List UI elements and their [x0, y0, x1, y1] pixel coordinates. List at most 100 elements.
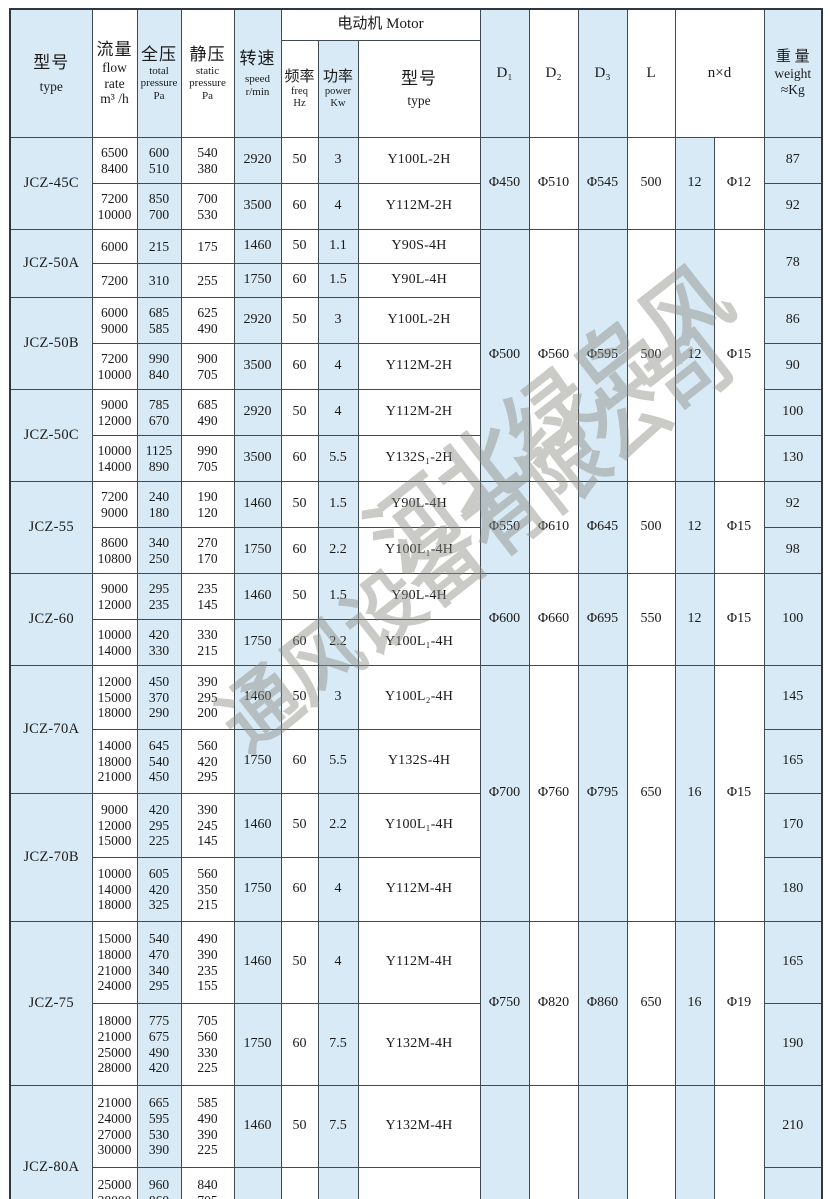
cell-freq: 60 — [280, 1003, 319, 1086]
header-l: L — [626, 8, 676, 138]
cell-power: 2.2 — [317, 619, 359, 666]
cell-d: Φ15 — [713, 573, 765, 666]
header-freq-cn: 频率 — [284, 68, 315, 85]
table-header: 型号 type 流量 flow rate m³ /h 全压 total pres… — [9, 8, 823, 138]
cell-freq: 60 — [280, 527, 319, 574]
cell-weight: 165 — [763, 729, 823, 794]
cell-flow: 10000 14000 — [91, 435, 138, 482]
cell-motor-type: Y132S-4H — [357, 729, 481, 794]
cell-freq: 60 — [280, 857, 319, 922]
cell-motor-type: Y100L-2H — [357, 297, 481, 344]
cell-flow: 10000 14000 — [91, 619, 138, 666]
header-total-en2: pressure — [140, 77, 178, 90]
cell-static-pressure: 560 420 295 — [180, 729, 235, 794]
cell-power: 4 — [317, 343, 359, 390]
cell-n: 12 — [674, 137, 715, 230]
cell-motor-type: Y100L₂-4H — [357, 665, 481, 730]
cell-speed: 3500 — [233, 435, 282, 482]
table-row: 10000 14000 420 330 330 215 1750 60 2.2 Y100L₁… — [10, 619, 822, 666]
table-row: 18000 21000 25000 28000 775 675 490 420 70… — [10, 1003, 823, 1086]
cell-motor-type: Y132M-4H — [357, 1085, 481, 1168]
cell-flow: 6000 — [91, 229, 138, 264]
cell-d3: Φ595 — [577, 229, 628, 482]
cell-d1: Φ750 — [479, 921, 530, 1086]
cell-power: 3 — [317, 665, 359, 730]
header-motor-group: 电动机 Motor — [280, 8, 481, 41]
cell-n: 12 — [674, 573, 715, 666]
cell-speed: 2920 — [233, 389, 282, 436]
header-d2: D₂ — [528, 8, 579, 138]
header-motor-cn: 电动机 — [337, 16, 383, 33]
cell-flow: 18000 21000 25000 28000 — [91, 1003, 138, 1086]
header-weight-unit: ≈Kg — [780, 82, 805, 98]
header-flow-en1: flow — [102, 59, 127, 75]
cell-flow: 6500 8400 — [91, 137, 138, 184]
cell-freq: 50 — [280, 297, 319, 344]
cell-total-pressure: 785 670 — [136, 389, 182, 436]
cell-power: 4 — [317, 183, 359, 230]
header-freq: 频率 freq Hz — [280, 40, 319, 138]
cell-flow: 10000 14000 18000 — [91, 857, 138, 922]
header-motor-type-en: type — [407, 93, 431, 109]
cell-d3: Φ795 — [577, 665, 628, 922]
cell-l: 650 — [626, 921, 676, 1086]
cell-speed: 1750 — [233, 857, 282, 922]
cell-static-pressure: 990 705 — [180, 435, 235, 482]
cell-static-pressure: 900 705 — [180, 343, 235, 390]
table-row: JCZ-50B 6000 9000 685 585 625 490 2920 50 3 Y10… — [9, 297, 823, 390]
cell-speed: 1750 — [233, 1167, 282, 1199]
cell-speed: 1460 — [233, 921, 282, 1004]
row-type-JCZ-50A: JCZ-50A — [9, 229, 93, 298]
cell-freq: 50 — [280, 665, 319, 730]
table-row: JCZ-80A 21000 24000 27000 30000 665 595 53… — [9, 1085, 823, 1199]
cell-weight: 98 — [763, 527, 823, 574]
cell-l: 500 — [626, 137, 676, 230]
header-power-cn: 功率 — [322, 68, 353, 85]
cell-motor-type: Y132M-4H — [357, 1003, 481, 1086]
cell-d3: Φ695 — [577, 573, 628, 666]
cell-weight: 180 — [763, 857, 823, 922]
header-weight-cn: 重 量 — [775, 48, 810, 65]
header-flow-en2: rate — [104, 75, 125, 91]
cell-n: 12 — [674, 229, 715, 482]
header-speed: 转速 speed r/min — [233, 8, 282, 138]
cell-d2: Φ660 — [528, 573, 579, 666]
cell-freq: 50 — [280, 389, 319, 436]
table-row: JCZ-70B 9000 12000 15000 420 295 225 390 24… — [9, 793, 823, 922]
cell-freq: 50 — [280, 481, 319, 528]
cell-d1: Φ600 — [479, 573, 530, 666]
header-flow-cn: 流量 — [96, 39, 133, 59]
cell-power: 5.5 — [317, 729, 359, 794]
cell-speed: 2920 — [233, 297, 282, 344]
row-type-JCZ-50B: JCZ-50B — [9, 297, 93, 390]
cell-weight: 87 — [763, 137, 823, 184]
header-speed-en2: r/min — [245, 85, 270, 98]
header-total-en1: total — [149, 65, 169, 78]
header-flow-unit: m³ /h — [100, 91, 129, 107]
cell-freq: 50 — [280, 793, 319, 858]
table-row: 8600 10800 340 250 270 170 1750 60 2.2 Y100L₁-… — [10, 527, 823, 574]
cell-speed: 1460 — [233, 573, 282, 620]
cell-weight: 190 — [763, 1003, 823, 1086]
cell-total-pressure: 960 860 765 560 — [136, 1167, 182, 1199]
cell-d: Φ15 — [713, 229, 765, 482]
header-flow-rate: 流量 flow rate m³ /h — [91, 8, 138, 138]
cell-flow: 8600 10800 — [91, 527, 138, 574]
cell-speed: 1750 — [233, 1003, 282, 1086]
header-freq-unit: Hz — [293, 97, 306, 109]
cell-d2: Φ820 — [528, 921, 579, 1086]
cell-total-pressure: 540 470 340 295 — [136, 921, 182, 1004]
table-row: JCZ-75 15000 18000 21000 24000 540 470 340… — [9, 921, 823, 1086]
cell-power: 5.5 — [317, 435, 359, 482]
cell-freq: 60 — [280, 343, 319, 390]
cell-speed: 1750 — [233, 729, 282, 794]
cell-weight: 170 — [763, 793, 823, 858]
table-row: 25000 28000 32000 36000960 860 765 56084… — [10, 1167, 823, 1199]
cell-speed: 1460 — [233, 229, 282, 264]
cell-freq: 60 — [280, 1167, 319, 1199]
cell-static-pressure: 700 530 — [180, 183, 235, 230]
header-subrow: 频率 freq Hz 功率 power Kw 型号 type — [10, 40, 822, 138]
cell-weight: 92 — [763, 481, 823, 528]
header-total-cn: 全压 — [141, 45, 177, 64]
cell-d1: Φ500 — [479, 229, 530, 482]
